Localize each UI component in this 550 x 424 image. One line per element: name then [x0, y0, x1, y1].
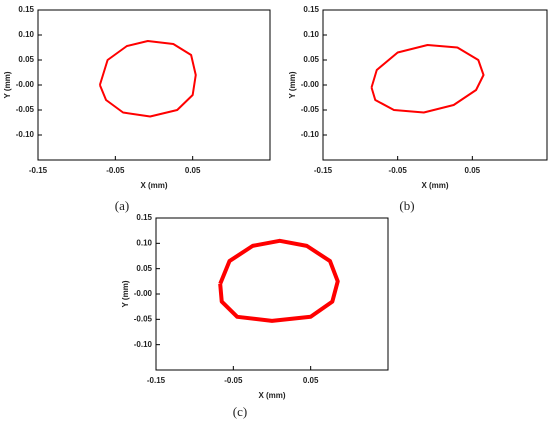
- y-tick-label: -0.10: [301, 130, 320, 139]
- x-tick-label: -0.05: [106, 166, 125, 175]
- panel-caption: (c): [233, 404, 247, 419]
- x-tick-label: -0.15: [147, 376, 166, 385]
- y-tick-label: -0.00: [134, 289, 153, 298]
- y-tick-label: -0.00: [16, 80, 35, 89]
- x-axis-label: X (mm): [258, 391, 285, 400]
- x-tick-label: -0.05: [224, 376, 243, 385]
- y-tick-label: 0.05: [136, 264, 152, 273]
- y-axis-label: Y (mm): [121, 280, 130, 307]
- orbit-line: [98, 40, 197, 118]
- y-tick-label: 0.15: [303, 5, 319, 14]
- x-tick-label: 0.05: [465, 166, 481, 175]
- x-axis-label: X (mm): [421, 181, 448, 190]
- orbit-line: [370, 44, 485, 114]
- y-tick-label: 0.10: [136, 238, 152, 247]
- y-tick-label: -0.00: [301, 80, 320, 89]
- plot-frame: [37, 9, 271, 161]
- y-tick-label: -0.05: [134, 314, 153, 323]
- orbit-line: [218, 238, 340, 323]
- y-tick-label: 0.15: [18, 5, 34, 14]
- y-tick-label: -0.05: [301, 105, 320, 114]
- x-tick-label: 0.05: [303, 376, 319, 385]
- y-tick-label: 0.10: [303, 30, 319, 39]
- x-tick-label: -0.15: [29, 166, 48, 175]
- panel-caption: (b): [399, 198, 414, 213]
- x-tick-label: -0.15: [314, 166, 333, 175]
- y-tick-label: -0.05: [16, 105, 35, 114]
- y-tick-label: -0.10: [16, 130, 35, 139]
- x-tick-label: 0.05: [185, 166, 201, 175]
- y-tick-label: -0.10: [134, 340, 153, 349]
- plot-frame: [322, 9, 548, 161]
- y-tick-label: 0.05: [303, 55, 319, 64]
- y-tick-label: 0.05: [18, 55, 34, 64]
- y-axis-label: Y (mm): [288, 71, 297, 98]
- x-tick-label: -0.05: [389, 166, 408, 175]
- y-tick-label: 0.15: [136, 213, 152, 222]
- x-axis-label: X (mm): [140, 181, 167, 190]
- panel-caption: (a): [115, 198, 129, 213]
- y-tick-label: 0.10: [18, 30, 34, 39]
- y-axis-label: Y (mm): [3, 71, 12, 98]
